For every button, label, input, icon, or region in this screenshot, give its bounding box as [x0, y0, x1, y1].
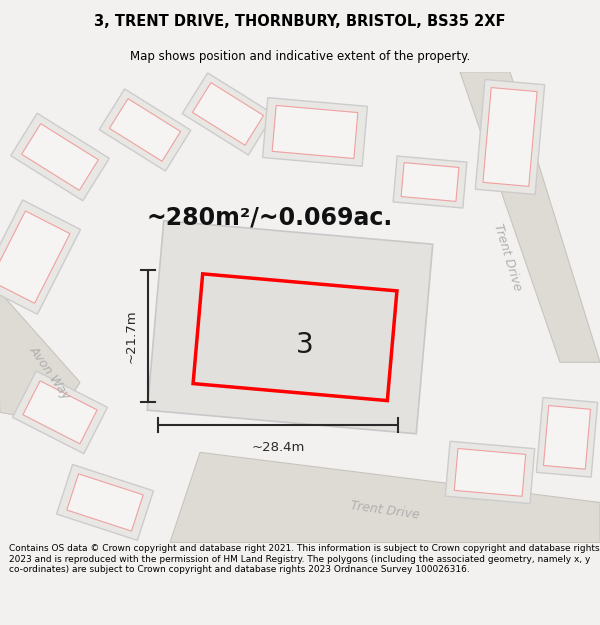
Polygon shape — [147, 221, 433, 434]
Polygon shape — [0, 200, 80, 314]
Polygon shape — [13, 371, 107, 454]
Text: 3, TRENT DRIVE, THORNBURY, BRISTOL, BS35 2XF: 3, TRENT DRIVE, THORNBURY, BRISTOL, BS35… — [94, 14, 506, 29]
Text: Trent Drive: Trent Drive — [491, 222, 524, 292]
Polygon shape — [445, 441, 535, 504]
Text: ~280m²/~0.069ac.: ~280m²/~0.069ac. — [147, 205, 393, 229]
Text: ~28.4m: ~28.4m — [251, 441, 305, 454]
Polygon shape — [544, 406, 590, 469]
Polygon shape — [536, 398, 598, 477]
Text: Map shows position and indicative extent of the property.: Map shows position and indicative extent… — [130, 50, 470, 63]
Polygon shape — [0, 211, 70, 303]
Polygon shape — [401, 162, 459, 201]
Polygon shape — [22, 124, 98, 191]
Polygon shape — [263, 98, 367, 166]
Polygon shape — [454, 449, 526, 496]
Polygon shape — [460, 72, 600, 362]
Text: 3: 3 — [296, 331, 314, 359]
Polygon shape — [56, 464, 154, 541]
Polygon shape — [193, 274, 397, 401]
Polygon shape — [483, 88, 537, 186]
Polygon shape — [109, 99, 181, 161]
Polygon shape — [170, 452, 600, 542]
Polygon shape — [11, 113, 109, 201]
Polygon shape — [67, 474, 143, 531]
Text: Avon Way: Avon Way — [27, 343, 73, 401]
Polygon shape — [99, 89, 191, 171]
Polygon shape — [272, 106, 358, 159]
Polygon shape — [475, 79, 545, 194]
Text: Contains OS data © Crown copyright and database right 2021. This information is : Contains OS data © Crown copyright and d… — [9, 544, 599, 574]
Text: ~21.7m: ~21.7m — [125, 309, 138, 363]
Polygon shape — [393, 156, 467, 208]
Polygon shape — [182, 73, 274, 155]
Text: Trent Drive: Trent Drive — [350, 499, 421, 522]
Polygon shape — [23, 381, 97, 444]
Polygon shape — [193, 82, 263, 145]
Polygon shape — [0, 292, 80, 422]
